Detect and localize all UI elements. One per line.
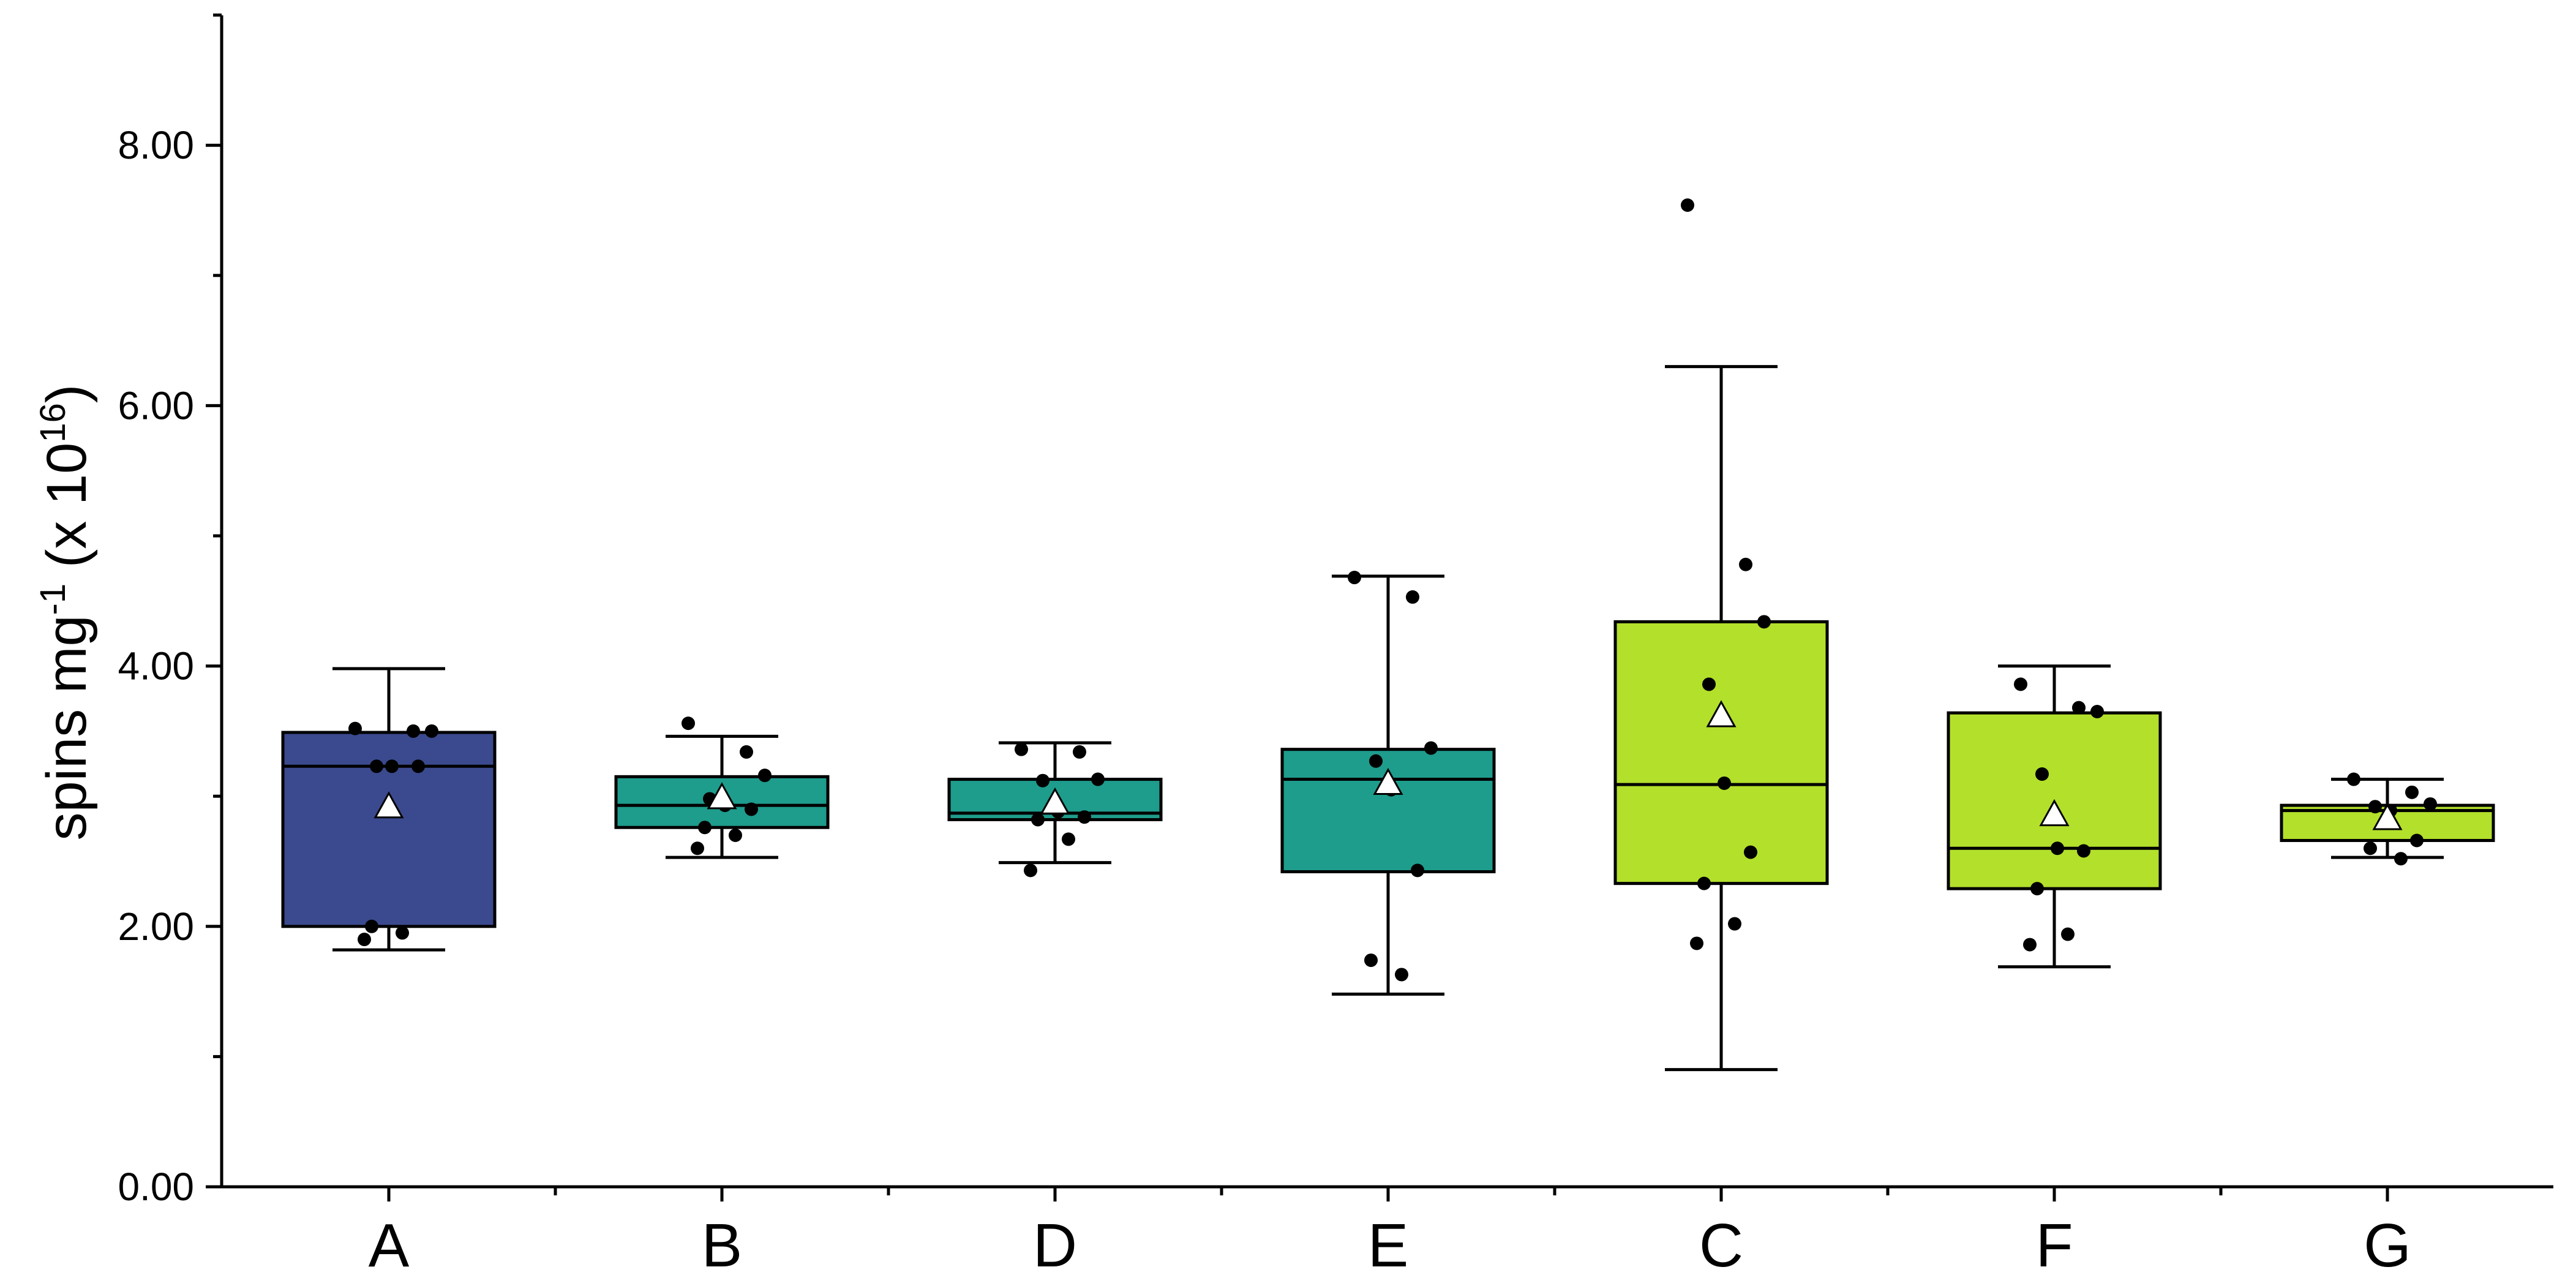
iqr-box <box>1280 748 1496 874</box>
y-tick-label: 4.00 <box>118 644 194 688</box>
data-point <box>1411 863 1424 878</box>
data-point <box>348 721 362 735</box>
box-E <box>1280 571 1496 996</box>
data-point <box>425 724 438 738</box>
data-point <box>745 802 758 816</box>
data-point <box>1364 953 1378 968</box>
y-tick-label: 2.00 <box>118 904 194 949</box>
data-point <box>682 716 695 731</box>
data-point <box>2077 844 2090 858</box>
data-point <box>698 821 712 835</box>
data-point <box>1031 813 1045 827</box>
data-point <box>2368 800 2382 814</box>
data-point <box>1697 876 1711 890</box>
box-G <box>2280 772 2495 866</box>
box-series <box>281 198 2495 1072</box>
y-axis-title-sup2: 16 <box>33 403 73 443</box>
y-axis-title-end: ) <box>36 385 98 404</box>
mean-marker <box>1706 700 1737 728</box>
data-point <box>2030 882 2044 896</box>
data-point <box>740 745 753 759</box>
data-point <box>2424 797 2437 811</box>
data-point <box>1757 615 1771 629</box>
y-axis-title-sup1: -1 <box>33 584 73 615</box>
data-point <box>2410 833 2424 848</box>
data-point <box>2035 767 2049 781</box>
mean-marker <box>2039 799 2070 827</box>
data-point <box>1739 557 1752 571</box>
data-point <box>407 724 420 738</box>
data-point <box>365 919 378 933</box>
y-tick-label: 8.00 <box>118 123 194 167</box>
box-D <box>947 741 1163 878</box>
mean-marker <box>707 782 737 810</box>
svg-text:spins mg-1 (x 1016): spins mg-1 (x 1016) <box>33 385 98 841</box>
y-tick-label: 6.00 <box>118 383 194 427</box>
data-point <box>2364 841 2377 855</box>
y-tick-label: 0.00 <box>118 1165 194 1209</box>
mean-marker <box>2372 803 2403 830</box>
mean-marker <box>1373 767 1403 795</box>
data-point <box>2014 677 2027 691</box>
mean-marker <box>1040 787 1070 814</box>
data-point <box>691 841 704 855</box>
data-point <box>411 759 425 773</box>
data-point <box>1015 742 1028 756</box>
data-point <box>2023 938 2037 952</box>
box-F <box>1947 664 2162 969</box>
data-point <box>1073 745 1086 759</box>
data-point <box>2394 852 2408 866</box>
data-point <box>1718 776 1731 790</box>
data-point <box>2051 841 2064 855</box>
data-point <box>358 933 371 947</box>
x-tick-label: F <box>2035 1211 2073 1280</box>
data-point <box>1024 863 1037 878</box>
data-point <box>1690 936 1703 950</box>
data-point <box>1078 810 1091 824</box>
data-point <box>2347 772 2360 786</box>
data-point <box>1062 832 1075 846</box>
axes: 0.00 2.00 4.00 6.00 8.00 A B D E C F G <box>118 13 2553 1280</box>
data-point <box>758 769 772 783</box>
x-tick-label: G <box>2364 1211 2411 1280</box>
data-point <box>1036 773 1050 788</box>
iqr-box <box>1613 620 1829 886</box>
data-point <box>396 926 409 940</box>
y-axis-title-text: spins mg <box>36 615 98 840</box>
mean-marker <box>374 791 404 819</box>
data-point <box>1091 772 1105 786</box>
data-point <box>1728 917 1741 931</box>
box-A <box>281 667 497 952</box>
box-B <box>614 716 830 859</box>
data-point <box>370 759 383 773</box>
data-point <box>1702 677 1716 691</box>
data-point <box>2061 927 2075 941</box>
data-point <box>2405 785 2419 799</box>
data-point <box>1369 754 1383 768</box>
data-point <box>2072 701 2086 715</box>
data-point <box>729 828 742 842</box>
x-tick-label: A <box>369 1211 410 1280</box>
x-tick-label: B <box>702 1211 743 1280</box>
data-point <box>1424 741 1438 755</box>
x-tick-label: E <box>1368 1211 1409 1280</box>
data-point <box>1681 198 1694 212</box>
data-point <box>1395 968 1408 982</box>
data-point <box>1406 590 1419 604</box>
x-tick-label: C <box>1699 1211 1743 1280</box>
data-point <box>385 759 399 773</box>
data-point <box>1348 571 1361 585</box>
data-point <box>1744 845 1757 859</box>
data-point <box>2090 705 2104 719</box>
x-tick-label: D <box>1033 1211 1077 1280</box>
y-axis-title-mid: (x 10 <box>36 443 98 584</box>
y-axis-title: spins mg-1 (x 1016) <box>33 385 98 841</box>
box-C <box>1613 198 1829 1072</box>
